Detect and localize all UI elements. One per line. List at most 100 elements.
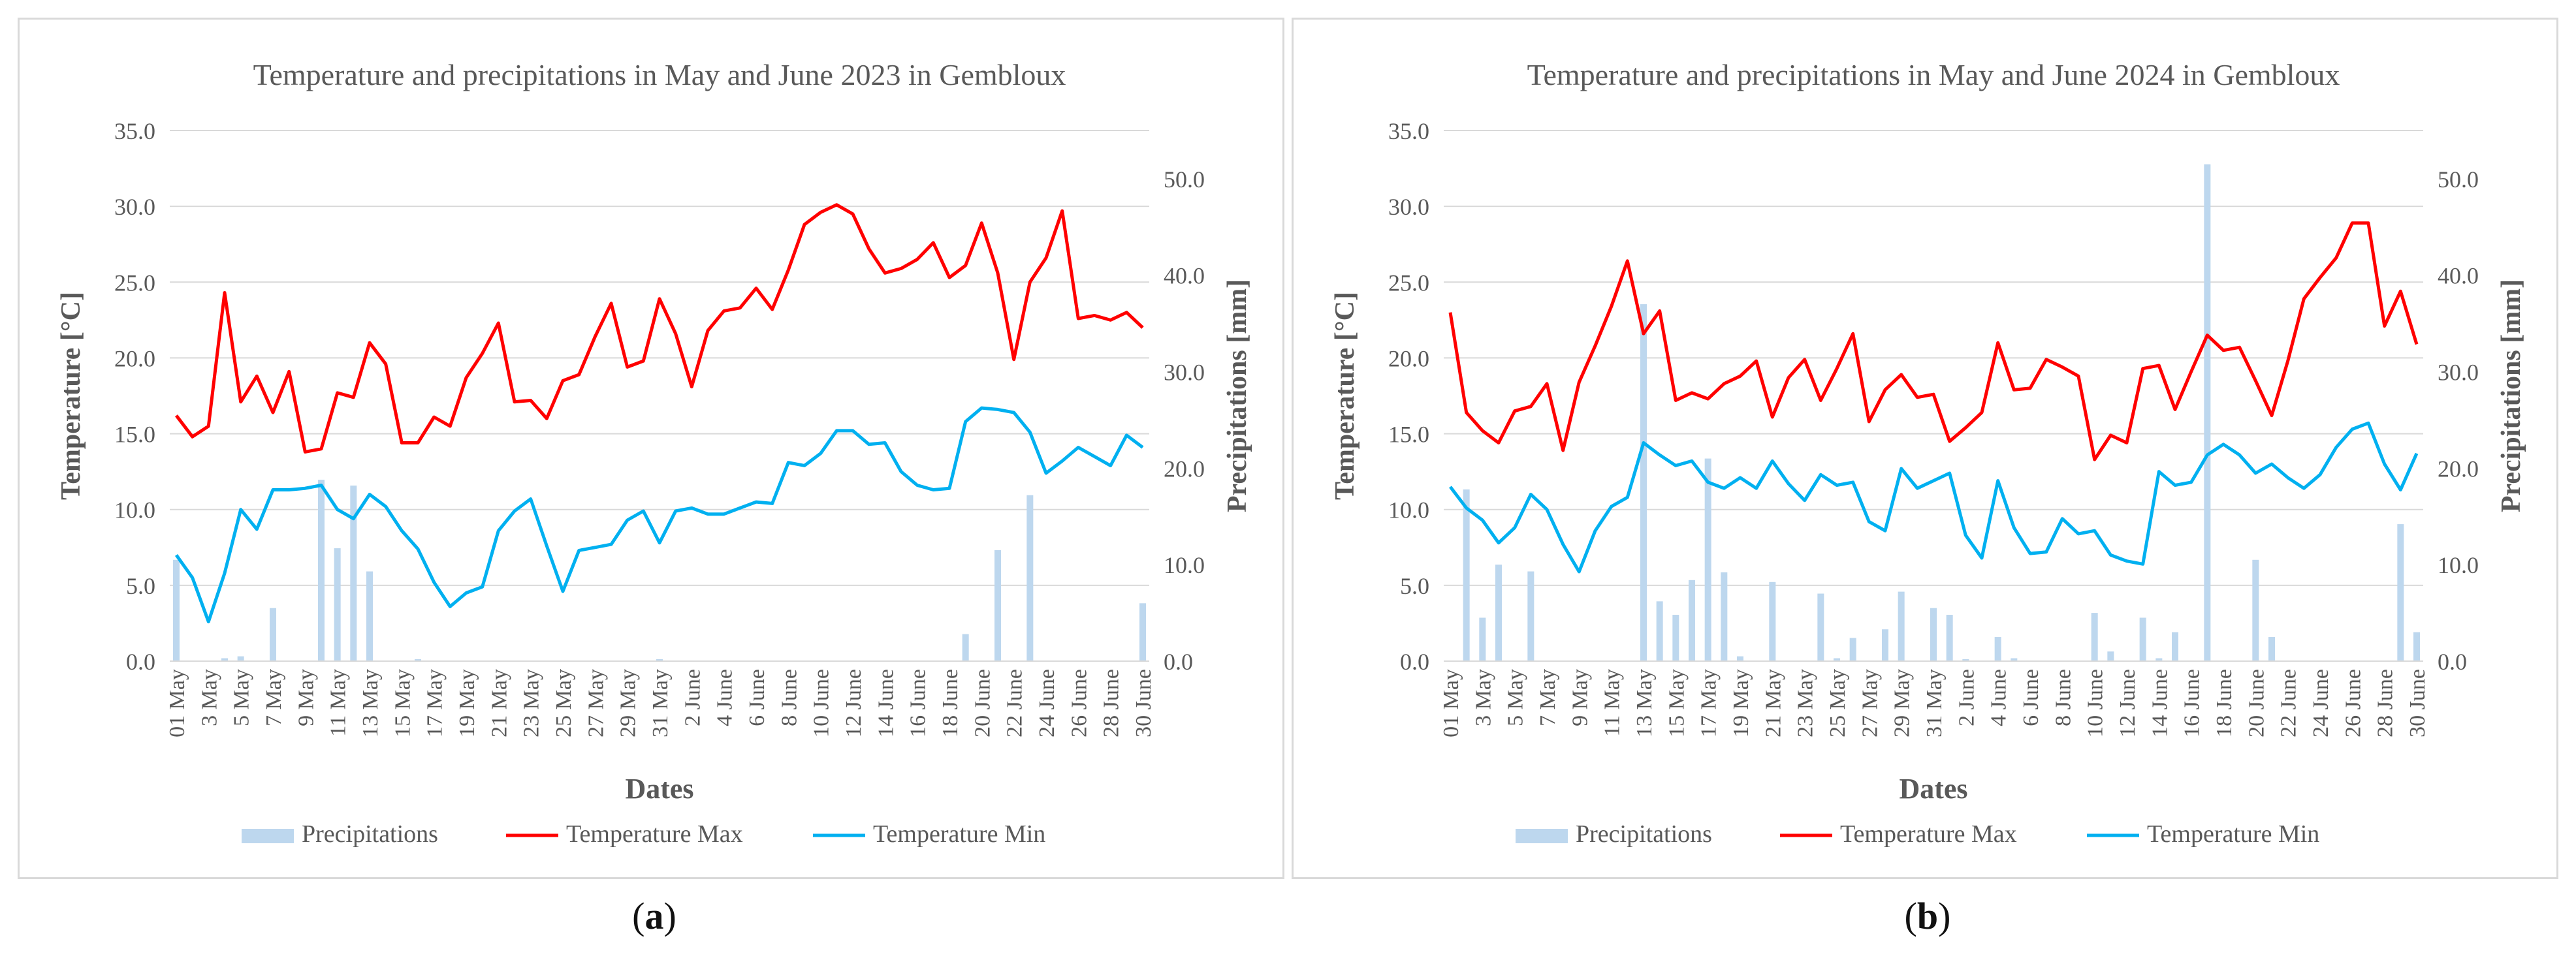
precip-bar — [2397, 524, 2404, 661]
x-tick-label: 13 May — [1632, 669, 1657, 737]
x-tick-label: 21 May — [487, 669, 511, 737]
precip-bar — [1640, 304, 1647, 661]
precip-bar — [1479, 617, 1486, 661]
y-tick-label: 20.0 — [114, 345, 155, 371]
x-tick-label: 21 May — [1761, 669, 1785, 737]
y-tick-label: 35.0 — [1388, 118, 1429, 144]
x-tick-label: 6 June — [2019, 669, 2043, 726]
x-tick-label: 10 June — [810, 669, 834, 737]
y2-tick-label: 10.0 — [1164, 552, 1205, 578]
x-tick-label: 12 June — [2116, 669, 2140, 737]
precip-bar — [994, 550, 1001, 661]
x-tick-label: 28 June — [2374, 669, 2398, 737]
x-tick-label: 18 June — [938, 669, 962, 737]
x-tick-label: 27 May — [1858, 669, 1882, 737]
precip-bar — [1026, 495, 1034, 661]
x-tick-label: 8 June — [777, 669, 801, 726]
legend-precip-swatch — [242, 829, 294, 843]
y2-tick-label: 40.0 — [2438, 263, 2479, 289]
y-axis-title: Temperature [°C] — [1330, 292, 1360, 500]
precip-bar — [270, 608, 276, 661]
x-tick-label: 3 May — [1471, 669, 1495, 726]
precip-bar — [1495, 565, 1502, 661]
precip-bar — [237, 656, 244, 661]
x-tick-label: 19 May — [455, 669, 479, 737]
precip-bar — [221, 658, 228, 661]
legend-tmax-label: Temperature Max — [1840, 820, 2017, 848]
x-tick-label: 29 May — [1890, 669, 1915, 737]
y-tick-label: 35.0 — [114, 118, 155, 144]
x-axis-title: Dates — [625, 773, 693, 805]
precip-bar — [1962, 659, 1969, 661]
y2-tick-label: 0.0 — [2438, 649, 2467, 675]
x-tick-label: 25 May — [552, 669, 576, 737]
x-tick-label: 3 May — [197, 669, 221, 726]
x-tick-label: 20 June — [970, 669, 994, 737]
x-tick-label: 26 June — [2341, 669, 2365, 737]
x-tick-label: 23 May — [520, 669, 544, 737]
chart-panel-2023: Temperature and precipitations in May an… — [18, 18, 1284, 879]
precip-bar — [173, 559, 180, 661]
x-tick-label: 10 June — [2084, 669, 2108, 737]
precip-bar — [415, 659, 421, 661]
x-tick-label: 24 June — [2309, 669, 2333, 737]
precip-bar — [1898, 591, 1905, 661]
x-tick-label: 18 June — [2212, 669, 2236, 737]
x-tick-label: 17 May — [1697, 669, 1721, 737]
precip-bar — [2172, 632, 2178, 661]
y2-tick-label: 50.0 — [1164, 166, 1205, 193]
x-tick-label: 27 May — [584, 669, 608, 737]
precip-bar — [334, 548, 341, 661]
x-tick-label: 6 June — [745, 669, 769, 726]
x-tick-label: 01 May — [1439, 669, 1463, 737]
x-tick-label: 8 June — [2051, 669, 2075, 726]
tmax-line — [175, 203, 1144, 454]
y-tick-label: 25.0 — [1388, 270, 1429, 296]
x-tick-label: 16 June — [906, 669, 930, 737]
x-tick-label: 7 May — [262, 669, 286, 726]
precip-bar — [1704, 458, 1711, 661]
x-tick-label: 01 May — [165, 669, 189, 737]
chart-panel-2024: Temperature and precipitations in May an… — [1292, 18, 2558, 879]
panel-label-b: (b) — [1904, 895, 1951, 937]
x-tick-label: 30 June — [2406, 669, 2430, 737]
precip-bar — [318, 480, 325, 661]
precip-bar — [2011, 658, 2018, 661]
legend-precip-swatch — [1516, 829, 1568, 843]
tmin-line — [1449, 421, 2419, 574]
precip-bar — [1672, 615, 1679, 661]
x-tick-label: 15 May — [390, 669, 415, 737]
precip-bar — [366, 571, 373, 661]
precip-bar — [2413, 632, 2420, 661]
x-tick-label: 31 May — [1922, 669, 1947, 737]
chart-svg-2023: Temperature and precipitations in May an… — [56, 58, 1252, 848]
x-tick-label: 22 June — [1003, 669, 1027, 737]
x-tick-label: 9 May — [1568, 669, 1592, 726]
precip-bar — [1463, 489, 1470, 661]
precip-bar — [962, 634, 969, 661]
precip-bar — [1527, 571, 1534, 661]
y2-tick-label: 0.0 — [1164, 649, 1193, 675]
x-tick-label: 24 June — [1035, 669, 1059, 737]
legend-precip-label: Precipitations — [1576, 820, 1712, 848]
y2-tick-label: 40.0 — [1164, 263, 1205, 289]
legend-tmin-label: Temperature Min — [2147, 820, 2319, 848]
chart-title: Temperature and precipitations in May an… — [253, 58, 1066, 91]
y-tick-label: 10.0 — [1388, 497, 1429, 523]
x-tick-label: 11 May — [326, 669, 351, 737]
precip-bar — [1882, 629, 1888, 661]
y-axis-title: Temperature [°C] — [56, 292, 86, 500]
x-tick-label: 9 May — [294, 669, 318, 726]
x-tick-label: 15 May — [1664, 669, 1689, 737]
precip-bar — [2139, 617, 2146, 661]
x-tick-label: 26 June — [1067, 669, 1091, 737]
legend-tmin-label: Temperature Min — [873, 820, 1045, 848]
x-tick-label: 22 June — [2277, 669, 2301, 737]
x-tick-label: 14 June — [874, 669, 898, 737]
precip-bar — [1930, 608, 1937, 661]
x-tick-label: 13 May — [358, 669, 383, 737]
x-tick-label: 23 May — [1794, 669, 1818, 737]
x-tick-label: 4 June — [1987, 669, 2011, 726]
y2-tick-label: 30.0 — [2438, 360, 2479, 386]
x-tick-label: 31 May — [648, 669, 673, 737]
